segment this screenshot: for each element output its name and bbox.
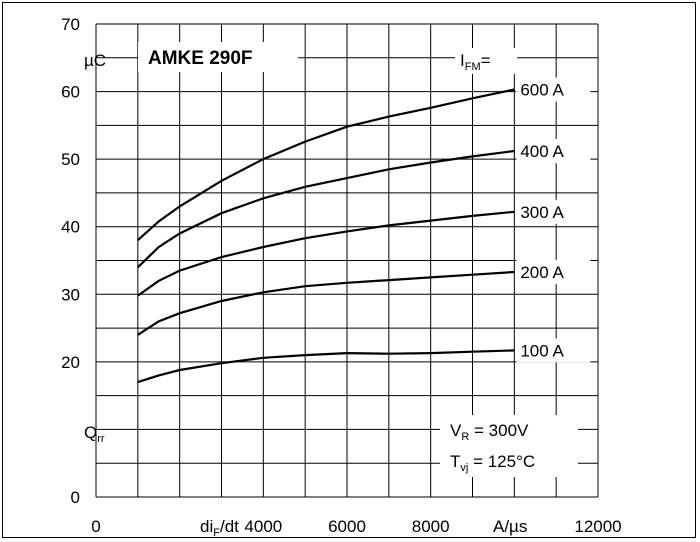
x-tick-label: 4000 [244,517,282,536]
series-label-backdrop [516,199,591,224]
series-line [137,149,515,269]
y-tick-label: 40 [61,218,80,237]
series-label-backdrop [516,139,591,164]
series-line [137,270,515,336]
y-tick-label: 20 [61,353,80,372]
series-label-backdrop [516,77,591,102]
curves [137,88,515,384]
series-label-backdrop [516,259,591,284]
x-tick-label: 0 [91,517,100,536]
series-label: 400 A [520,142,564,161]
labels: AMKE 290F IFM= µC Qrr VR = 300V Tvj = 12… [61,15,622,539]
series-line [137,88,515,242]
x-unit-label: A/µs [493,517,527,536]
y-tick-label: 30 [61,285,80,304]
x-tick-label: 8000 [412,517,450,536]
y-tick-label: 50 [61,150,80,169]
condition-vr: VR = 300V [450,421,529,443]
series-label: 200 A [520,263,564,282]
series-label-backdrop [516,338,591,363]
x-tick-label: 6000 [328,517,366,536]
chart-title: AMKE 290F [148,48,253,69]
y-axis-label: Qrr [84,423,105,445]
series-label: 100 A [520,341,564,360]
condition-tvj: Tvj = 125°C [450,452,535,474]
legend-header-backdrop [455,48,517,74]
y-unit-label: µC [84,51,106,70]
series-line [137,349,515,384]
series-label: 600 A [520,81,564,100]
series-line [137,210,515,297]
legend-header: IFM= [460,51,491,73]
conditions-backdrop [440,415,578,477]
series-label: 300 A [520,203,564,222]
y-tick-label: 60 [61,83,80,102]
title-backdrop [138,42,298,72]
y-tick-label: 70 [61,15,80,34]
x-axis-label: diF/dt [200,517,239,539]
x-tick-label: 12000 [574,517,621,536]
y-tick-label: 0 [71,488,80,507]
